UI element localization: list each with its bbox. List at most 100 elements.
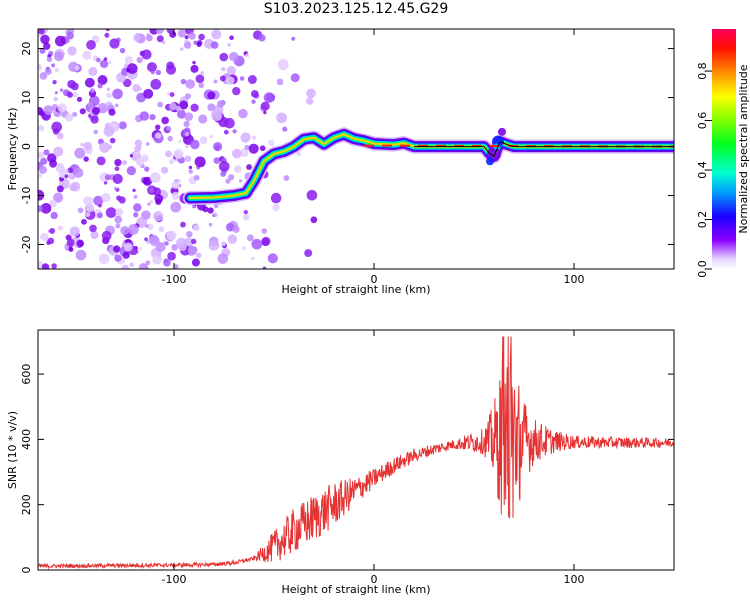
noise-blob — [85, 211, 91, 218]
noise-blob — [244, 144, 250, 151]
ridge-centerline — [414, 141, 674, 158]
noise-blob — [121, 160, 128, 166]
noise-blob — [77, 207, 84, 214]
noise-blob — [210, 41, 219, 49]
noise-blob — [38, 29, 45, 35]
noise-blob — [134, 139, 142, 147]
disturbance-blob — [498, 127, 506, 136]
noise-blob — [112, 88, 123, 100]
noise-blob — [87, 102, 94, 108]
x-tick-label: -100 — [162, 573, 187, 586]
noise-blob — [49, 227, 56, 234]
noise-blob — [51, 263, 57, 269]
noise-blob — [193, 225, 200, 232]
noise-blob — [72, 111, 78, 117]
noise-blob — [186, 230, 193, 238]
noise-blob — [242, 246, 246, 250]
noise-blob — [98, 253, 110, 265]
noise-blob — [218, 161, 230, 172]
noise-blob — [250, 90, 259, 98]
noise-blob — [141, 210, 151, 220]
noise-blob — [143, 88, 154, 99]
noise-blob — [229, 35, 234, 41]
noise-blob — [38, 124, 45, 132]
noise-blob — [147, 202, 151, 206]
noise-blob — [53, 96, 58, 102]
noise-blob — [145, 260, 151, 266]
noise-blob — [109, 38, 120, 49]
noise-blob — [101, 230, 112, 241]
noise-blob — [157, 101, 164, 108]
noise-blob — [188, 169, 193, 174]
noise-blob — [198, 33, 205, 41]
noise-blob — [173, 264, 179, 269]
noise-blob — [184, 112, 194, 121]
noise-blob — [262, 266, 267, 269]
noise-blob — [68, 246, 73, 251]
noise-blob — [296, 151, 302, 157]
noise-blob — [199, 136, 208, 145]
noise-blob — [259, 145, 266, 152]
noise-blob — [132, 84, 141, 93]
noise-blob — [83, 141, 93, 151]
noise-blob — [134, 145, 142, 153]
noise-blob — [192, 204, 197, 209]
noise-blob — [108, 108, 116, 116]
noise-blob — [180, 78, 187, 85]
noise-blob — [129, 154, 134, 158]
spectrogram-x-axis-label: Height of straight line (km) — [281, 283, 430, 296]
noise-blob — [96, 212, 103, 219]
noise-blob — [56, 185, 64, 193]
noise-blob — [41, 263, 50, 269]
noise-blob — [133, 195, 138, 199]
noise-blob — [82, 50, 92, 60]
noise-blob — [221, 66, 226, 72]
noise-blob — [153, 211, 164, 222]
noise-blob — [190, 64, 199, 73]
x-tick-label: 0 — [371, 573, 378, 586]
noise-blob — [38, 151, 45, 159]
noise-blob — [305, 97, 314, 105]
noise-blob — [261, 228, 268, 234]
noise-blob — [97, 83, 103, 89]
noise-blob — [43, 42, 51, 50]
noise-blob — [190, 103, 199, 112]
noise-blob — [240, 132, 251, 143]
noise-blob — [112, 124, 118, 130]
noise-blob — [149, 187, 155, 193]
noise-blob — [113, 186, 118, 191]
noise-blob — [268, 139, 275, 147]
noise-blob — [291, 36, 296, 41]
noise-blob — [103, 181, 108, 185]
noise-blob — [144, 166, 150, 172]
noise-blob — [192, 60, 196, 65]
noise-blob — [171, 181, 180, 189]
colorbar-tick-label: 0.8 — [696, 62, 709, 80]
noise-blob — [112, 173, 123, 185]
noise-blob — [124, 56, 134, 65]
noise-blob — [145, 34, 153, 42]
noise-blob — [69, 226, 80, 237]
noise-blob — [193, 174, 200, 181]
noise-blob — [44, 68, 52, 75]
noise-blob — [187, 245, 198, 256]
noise-blob — [150, 78, 162, 90]
noise-blob — [243, 209, 248, 215]
noise-blob — [155, 69, 162, 76]
noise-blob — [248, 143, 259, 154]
noise-blob — [38, 205, 44, 212]
noise-blob — [239, 76, 245, 81]
noise-blob — [54, 51, 64, 62]
noise-blob — [185, 79, 196, 89]
x-tick-label: 0 — [371, 273, 378, 286]
noise-blob — [145, 224, 149, 228]
noise-blob — [83, 196, 93, 206]
noise-blob — [283, 175, 290, 181]
noise-blob — [54, 35, 66, 47]
noise-blob — [189, 139, 200, 150]
noise-blob — [228, 174, 235, 181]
noise-blob — [183, 41, 192, 49]
y-tick-label: -10 — [20, 187, 33, 205]
noise-blob — [213, 157, 221, 165]
